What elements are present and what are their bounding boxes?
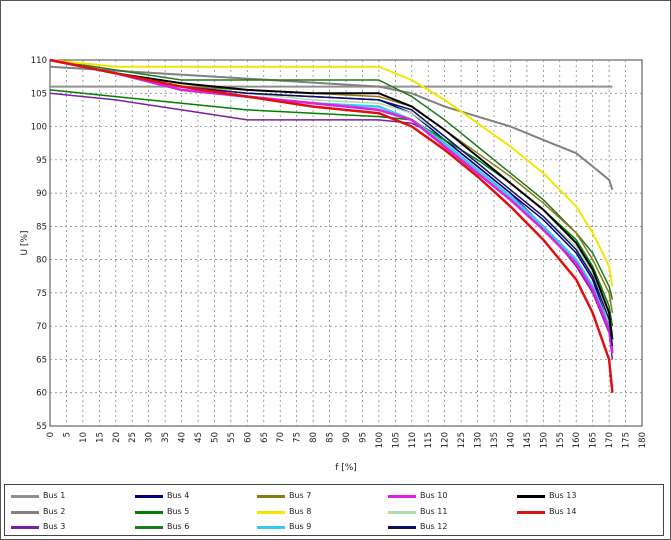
x-tick-label: 55 [227, 432, 237, 443]
x-tick-label: 15 [95, 432, 105, 443]
legend-swatch [135, 511, 163, 514]
legend-label: Bus 13 [549, 491, 577, 500]
legend-swatch [517, 495, 545, 498]
x-tick-label: 20 [112, 432, 122, 443]
legend-swatch [11, 511, 39, 514]
legend-swatch [388, 495, 416, 498]
x-tick-label: 130 [474, 432, 484, 448]
x-tick-label: 175 [622, 432, 632, 448]
legend-label: Bus 2 [43, 507, 66, 516]
x-tick-label: 95 [358, 432, 368, 443]
legend-label: Bus 3 [43, 522, 66, 531]
legend-label: Bus 8 [289, 507, 312, 516]
x-tick-label: 35 [161, 432, 171, 443]
y-tick-label: 85 [36, 222, 47, 232]
x-tick-label: 160 [572, 432, 582, 448]
legend-swatch [135, 526, 163, 529]
x-tick-label: 60 [243, 432, 253, 443]
x-tick-label: 5 [62, 432, 72, 437]
x-tick-label: 120 [441, 432, 451, 448]
x-tick-label: 65 [260, 432, 270, 443]
legend-label: Bus 9 [289, 522, 312, 531]
grid [50, 60, 642, 426]
legend-swatch [388, 511, 416, 514]
legend-swatch [257, 511, 285, 514]
x-tick-label: 110 [408, 432, 418, 448]
legend-label: Bus 4 [167, 491, 190, 500]
legend-swatch [11, 526, 39, 529]
legend-label: Bus 5 [167, 507, 190, 516]
series-line-bus-13 [49, 59, 614, 340]
x-tick-label: 105 [391, 432, 401, 448]
legend: Bus 1 Bus 4 Bus 7 Bus 10 Bus 13 Bus 2 Bus 5 Bus… [4, 484, 664, 536]
x-tick-label: 150 [539, 432, 549, 448]
legend-swatch [388, 526, 416, 529]
y-tick-label: 80 [36, 256, 47, 266]
y-tick-label: 55 [36, 422, 47, 432]
y-tick-label: 75 [36, 289, 47, 299]
x-tick-label: 85 [326, 432, 336, 443]
x-tick-label: 170 [605, 432, 615, 448]
legend-swatch [135, 495, 163, 498]
legend-label: Bus 10 [420, 491, 448, 500]
series-line-bus-10 [49, 58, 614, 353]
series-line-bus-14 [49, 58, 614, 393]
x-tick-label: 0 [46, 432, 56, 437]
voltage-chart: 0 5 10 15 20 25 30 35 40 45 50 55 60 65 70 75 80 85 90 95 10… [20, 56, 648, 473]
legend-swatch [517, 511, 545, 514]
y-tick-label: 110 [31, 56, 47, 66]
legend-label: Bus 6 [167, 522, 190, 531]
y-tick-label: 60 [36, 389, 47, 399]
x-tick-label: 125 [457, 432, 467, 448]
x-tick-label: 50 [210, 432, 220, 443]
x-tick-label: 10 [79, 432, 89, 443]
x-tick-label: 75 [293, 432, 303, 443]
y-axis-ticks: 55 60 65 70 75 80 85 90 95 100 105 110 [31, 56, 47, 432]
legend-swatch [11, 495, 39, 498]
legend-swatch [257, 526, 285, 529]
y-tick-label: 65 [36, 355, 47, 365]
series-line-bus-5 [49, 89, 614, 327]
y-tick-label: 105 [31, 89, 47, 99]
y-tick-label: 90 [36, 189, 47, 199]
y-tick-label: 70 [36, 322, 47, 332]
x-tick-label: 155 [556, 432, 566, 448]
x-tick-label: 45 [194, 432, 204, 443]
x-axis-title: f [%] [335, 463, 357, 473]
series-line-bus-6 [49, 59, 614, 300]
x-tick-label: 70 [276, 432, 286, 443]
y-axis-title: U [%] [20, 230, 30, 255]
series-group [49, 58, 614, 393]
legend-label: Bus 11 [420, 507, 448, 516]
y-tick-label: 95 [36, 156, 47, 166]
x-tick-label: 140 [506, 432, 516, 448]
x-tick-label: 25 [128, 432, 138, 443]
x-tick-label: 180 [638, 432, 648, 448]
x-tick-label: 40 [178, 432, 188, 443]
legend-label: Bus 14 [549, 507, 577, 516]
legend-label: Bus 12 [420, 522, 448, 531]
x-tick-label: 80 [309, 432, 319, 443]
x-tick-label: 135 [490, 432, 500, 448]
legend-swatch [257, 495, 285, 498]
x-axis-ticks: 0 5 10 15 20 25 30 35 40 45 50 55 60 65 70 75 80 85 90 95 10… [46, 432, 648, 448]
series-line-bus-8 [49, 59, 614, 287]
y-tick-label: 100 [31, 123, 47, 133]
x-tick-label: 90 [342, 432, 352, 443]
legend-label: Bus 1 [43, 491, 66, 500]
x-tick-label: 145 [523, 432, 533, 448]
x-tick-label: 30 [145, 432, 155, 443]
x-tick-label: 100 [375, 432, 385, 448]
legend-label: Bus 7 [289, 491, 312, 500]
x-tick-label: 165 [589, 432, 599, 448]
x-tick-label: 115 [424, 432, 434, 448]
